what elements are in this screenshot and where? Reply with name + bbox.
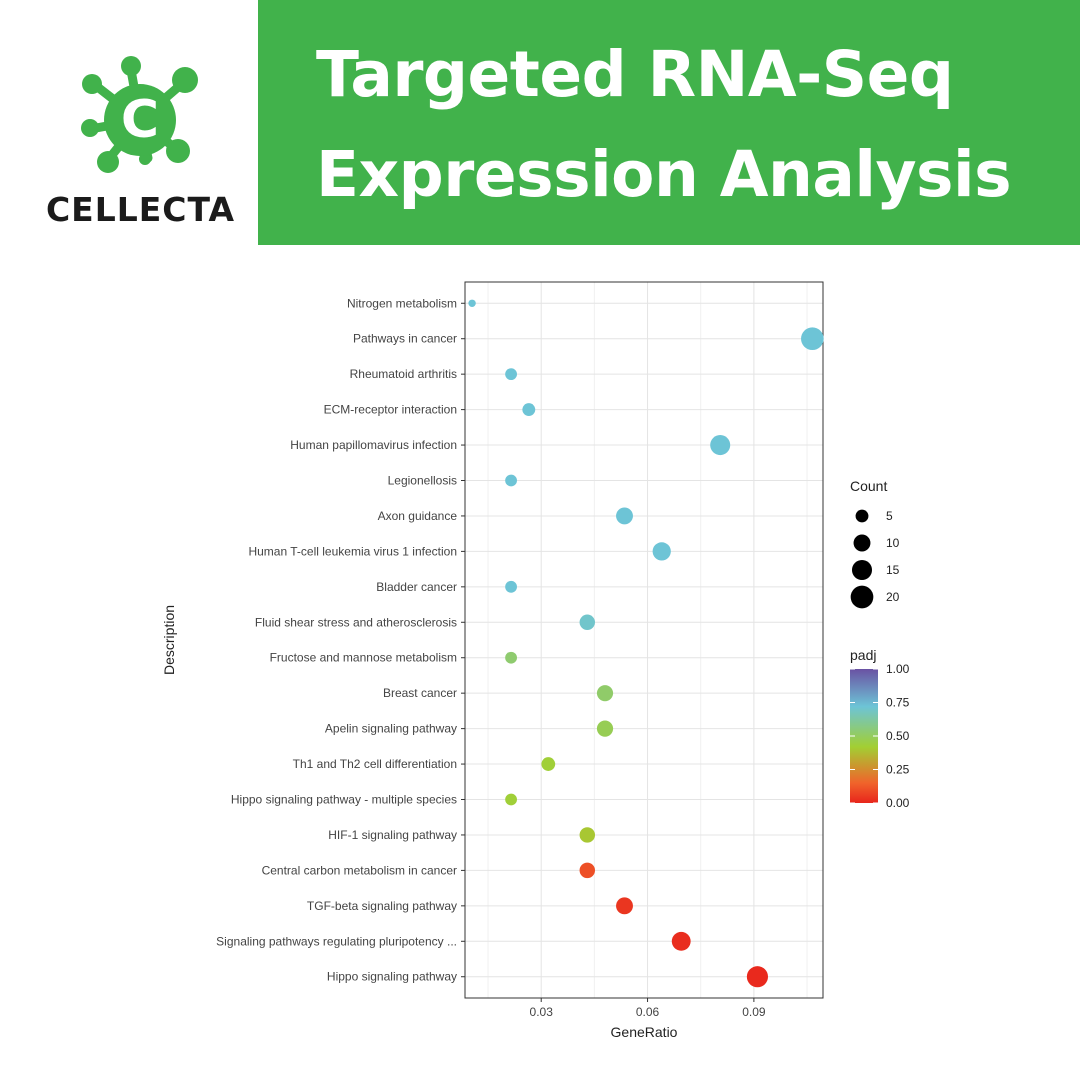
y-tick-label: Axon guidance	[378, 509, 458, 523]
point	[505, 474, 517, 487]
size-legend-dot	[853, 534, 871, 552]
logo: C CELLECTA	[0, 0, 258, 245]
y-tick-label: Hippo signaling pathway	[327, 970, 457, 984]
size-legend-label: 5	[886, 509, 893, 523]
point	[505, 368, 517, 381]
y-tick-label: Fructose and mannose metabolism	[270, 651, 457, 665]
y-tick-label: Th1 and Th2 cell differentiation	[293, 757, 457, 771]
point	[541, 757, 556, 771]
color-legend-label: 0.50	[886, 729, 910, 743]
x-tick-label: 0.03	[530, 1005, 554, 1019]
svg-text:C: C	[121, 90, 159, 150]
y-axis: Nitrogen metabolism Pathways in cancer Rhe…	[216, 296, 465, 984]
point	[652, 542, 671, 561]
point	[468, 299, 476, 307]
y-tick-label: Breast cancer	[383, 686, 457, 700]
size-legend-dot	[855, 509, 869, 523]
y-tick-label: ECM-receptor interaction	[324, 403, 457, 417]
point	[710, 435, 731, 456]
y-tick-label: Human papillomavirus infection	[290, 438, 457, 452]
point	[579, 862, 596, 879]
y-tick-label: Pathways in cancer	[353, 332, 457, 346]
point	[596, 720, 614, 737]
y-tick-label: Fluid shear stress and atherosclerosis	[255, 615, 457, 629]
color-legend-label: 0.75	[886, 696, 910, 710]
plot-panel	[464, 281, 824, 999]
y-tick-label: Central carbon metabolism in cancer	[262, 863, 457, 877]
x-axis: 0.03 0.06 0.09	[530, 998, 766, 1019]
size-legend-dot	[851, 559, 873, 581]
cellecta-c-molecule-icon: C	[81, 56, 198, 173]
size-legend: 5 10 15 20	[850, 509, 900, 609]
size-legend-label: 10	[886, 536, 900, 550]
brand-name: CELLECTA	[45, 190, 236, 229]
legend: Count 5 10 15 20 padj 1.00 0.75 0.50 0.25 0.00	[850, 478, 910, 810]
y-tick-label: Rheumatoid arthritis	[350, 367, 457, 381]
y-tick-label: Bladder cancer	[376, 580, 457, 594]
dot-plot: Nitrogen metabolism Pathways in cancer Rhe…	[161, 281, 910, 1040]
color-legend-label: 1.00	[886, 662, 910, 676]
color-legend: 1.00 0.75 0.50 0.25 0.00	[850, 662, 910, 810]
points	[468, 299, 824, 988]
y-tick-label: Signaling pathways regulating pluripoten…	[216, 934, 457, 948]
size-legend-label: 20	[886, 590, 900, 604]
point	[616, 897, 633, 915]
x-tick-label: 0.06	[636, 1005, 660, 1019]
point	[801, 327, 824, 351]
grid	[465, 282, 823, 998]
title-line-2: Expression Analysis	[316, 138, 1012, 211]
size-legend-title: Count	[850, 478, 887, 494]
title-line-1: Targeted RNA-Seq	[316, 38, 954, 111]
color-legend-label: 0.25	[886, 763, 910, 777]
color-legend-title: padj	[850, 647, 876, 663]
y-axis-title: Description	[161, 605, 177, 675]
point	[505, 580, 517, 593]
y-tick-label: Hippo signaling pathway - multiple speci…	[231, 793, 457, 807]
y-tick-label: HIF-1 signaling pathway	[328, 828, 457, 842]
point	[505, 793, 517, 806]
point	[671, 931, 691, 951]
point	[522, 403, 536, 417]
y-tick-label: Legionellosis	[388, 473, 457, 487]
point	[505, 651, 517, 664]
x-axis-title: GeneRatio	[611, 1024, 678, 1040]
y-tick-label: Apelin signaling pathway	[325, 722, 457, 736]
y-tick-label: Human T-cell leukemia virus 1 infection	[248, 544, 457, 558]
point	[579, 614, 596, 630]
title-banner: Targeted RNA-Seq Expression Analysis	[258, 0, 1080, 245]
point	[616, 507, 633, 525]
x-tick-label: 0.09	[742, 1005, 766, 1019]
y-tick-label: Nitrogen metabolism	[347, 296, 457, 310]
point	[579, 827, 596, 843]
size-legend-dot	[850, 585, 874, 609]
point	[746, 966, 768, 988]
color-legend-label: 0.00	[886, 796, 910, 810]
size-legend-label: 15	[886, 563, 900, 577]
y-tick-label: TGF-beta signaling pathway	[307, 899, 457, 913]
point	[596, 685, 614, 702]
